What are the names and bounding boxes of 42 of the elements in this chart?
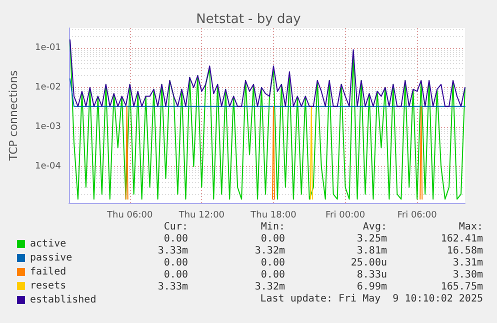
text: 8.33u: [356, 270, 387, 280]
text: 0.00: [260, 258, 285, 268]
text: Max:: [458, 222, 483, 232]
text: 3.33m: [158, 282, 188, 292]
x-tick-label: Fri 06:00: [397, 210, 438, 220]
x-tick-label: Thu 06:00: [106, 210, 153, 220]
text: 3.31m: [452, 258, 483, 268]
y-axis-title: TCP connections: [7, 70, 20, 162]
text: 6.99m: [356, 282, 387, 292]
text: 16.58m: [446, 246, 483, 256]
legend-label: failed: [30, 266, 66, 278]
text: 0.00: [260, 234, 285, 244]
text: 0.00: [164, 270, 188, 280]
y-tick-label: 1e-01: [35, 42, 61, 53]
text: 3.81m: [356, 246, 387, 256]
text: 0.00: [260, 270, 285, 280]
text: Cur:: [164, 222, 188, 232]
text: Min:: [260, 222, 285, 232]
text: 3.32m: [254, 282, 285, 292]
text: 25.00u: [350, 258, 387, 268]
x-tick-label: Thu 18:00: [250, 210, 297, 220]
legend-label: passive: [30, 252, 72, 264]
y-tick-label: 1e-02: [35, 82, 61, 93]
text: 0.00: [164, 258, 188, 268]
line-series: [70, 39, 466, 107]
text: 3.32m: [254, 246, 285, 256]
x-tick-label: Thu 12:00: [178, 210, 225, 220]
y-tick-label: 1e-04: [35, 162, 62, 172]
text: 162.41m: [440, 234, 483, 244]
chart-title: Netstat - by day: [196, 12, 302, 27]
text: 165.75m: [440, 282, 483, 292]
y-tick-label: 1e-03: [35, 122, 61, 132]
x-tick-label: Fri 00:00: [326, 210, 366, 220]
legend-label: established: [30, 294, 96, 306]
text: 3.33m: [158, 246, 188, 256]
text: Last update: Fri May 9 10:10:02 2025: [260, 294, 483, 304]
text: 3.30m: [452, 270, 483, 280]
legend-label: active: [30, 238, 66, 250]
text: 0.00: [164, 234, 188, 244]
legend-label: resets: [30, 280, 66, 292]
text: 3.25m: [356, 234, 387, 244]
text: Avg:: [362, 222, 387, 232]
